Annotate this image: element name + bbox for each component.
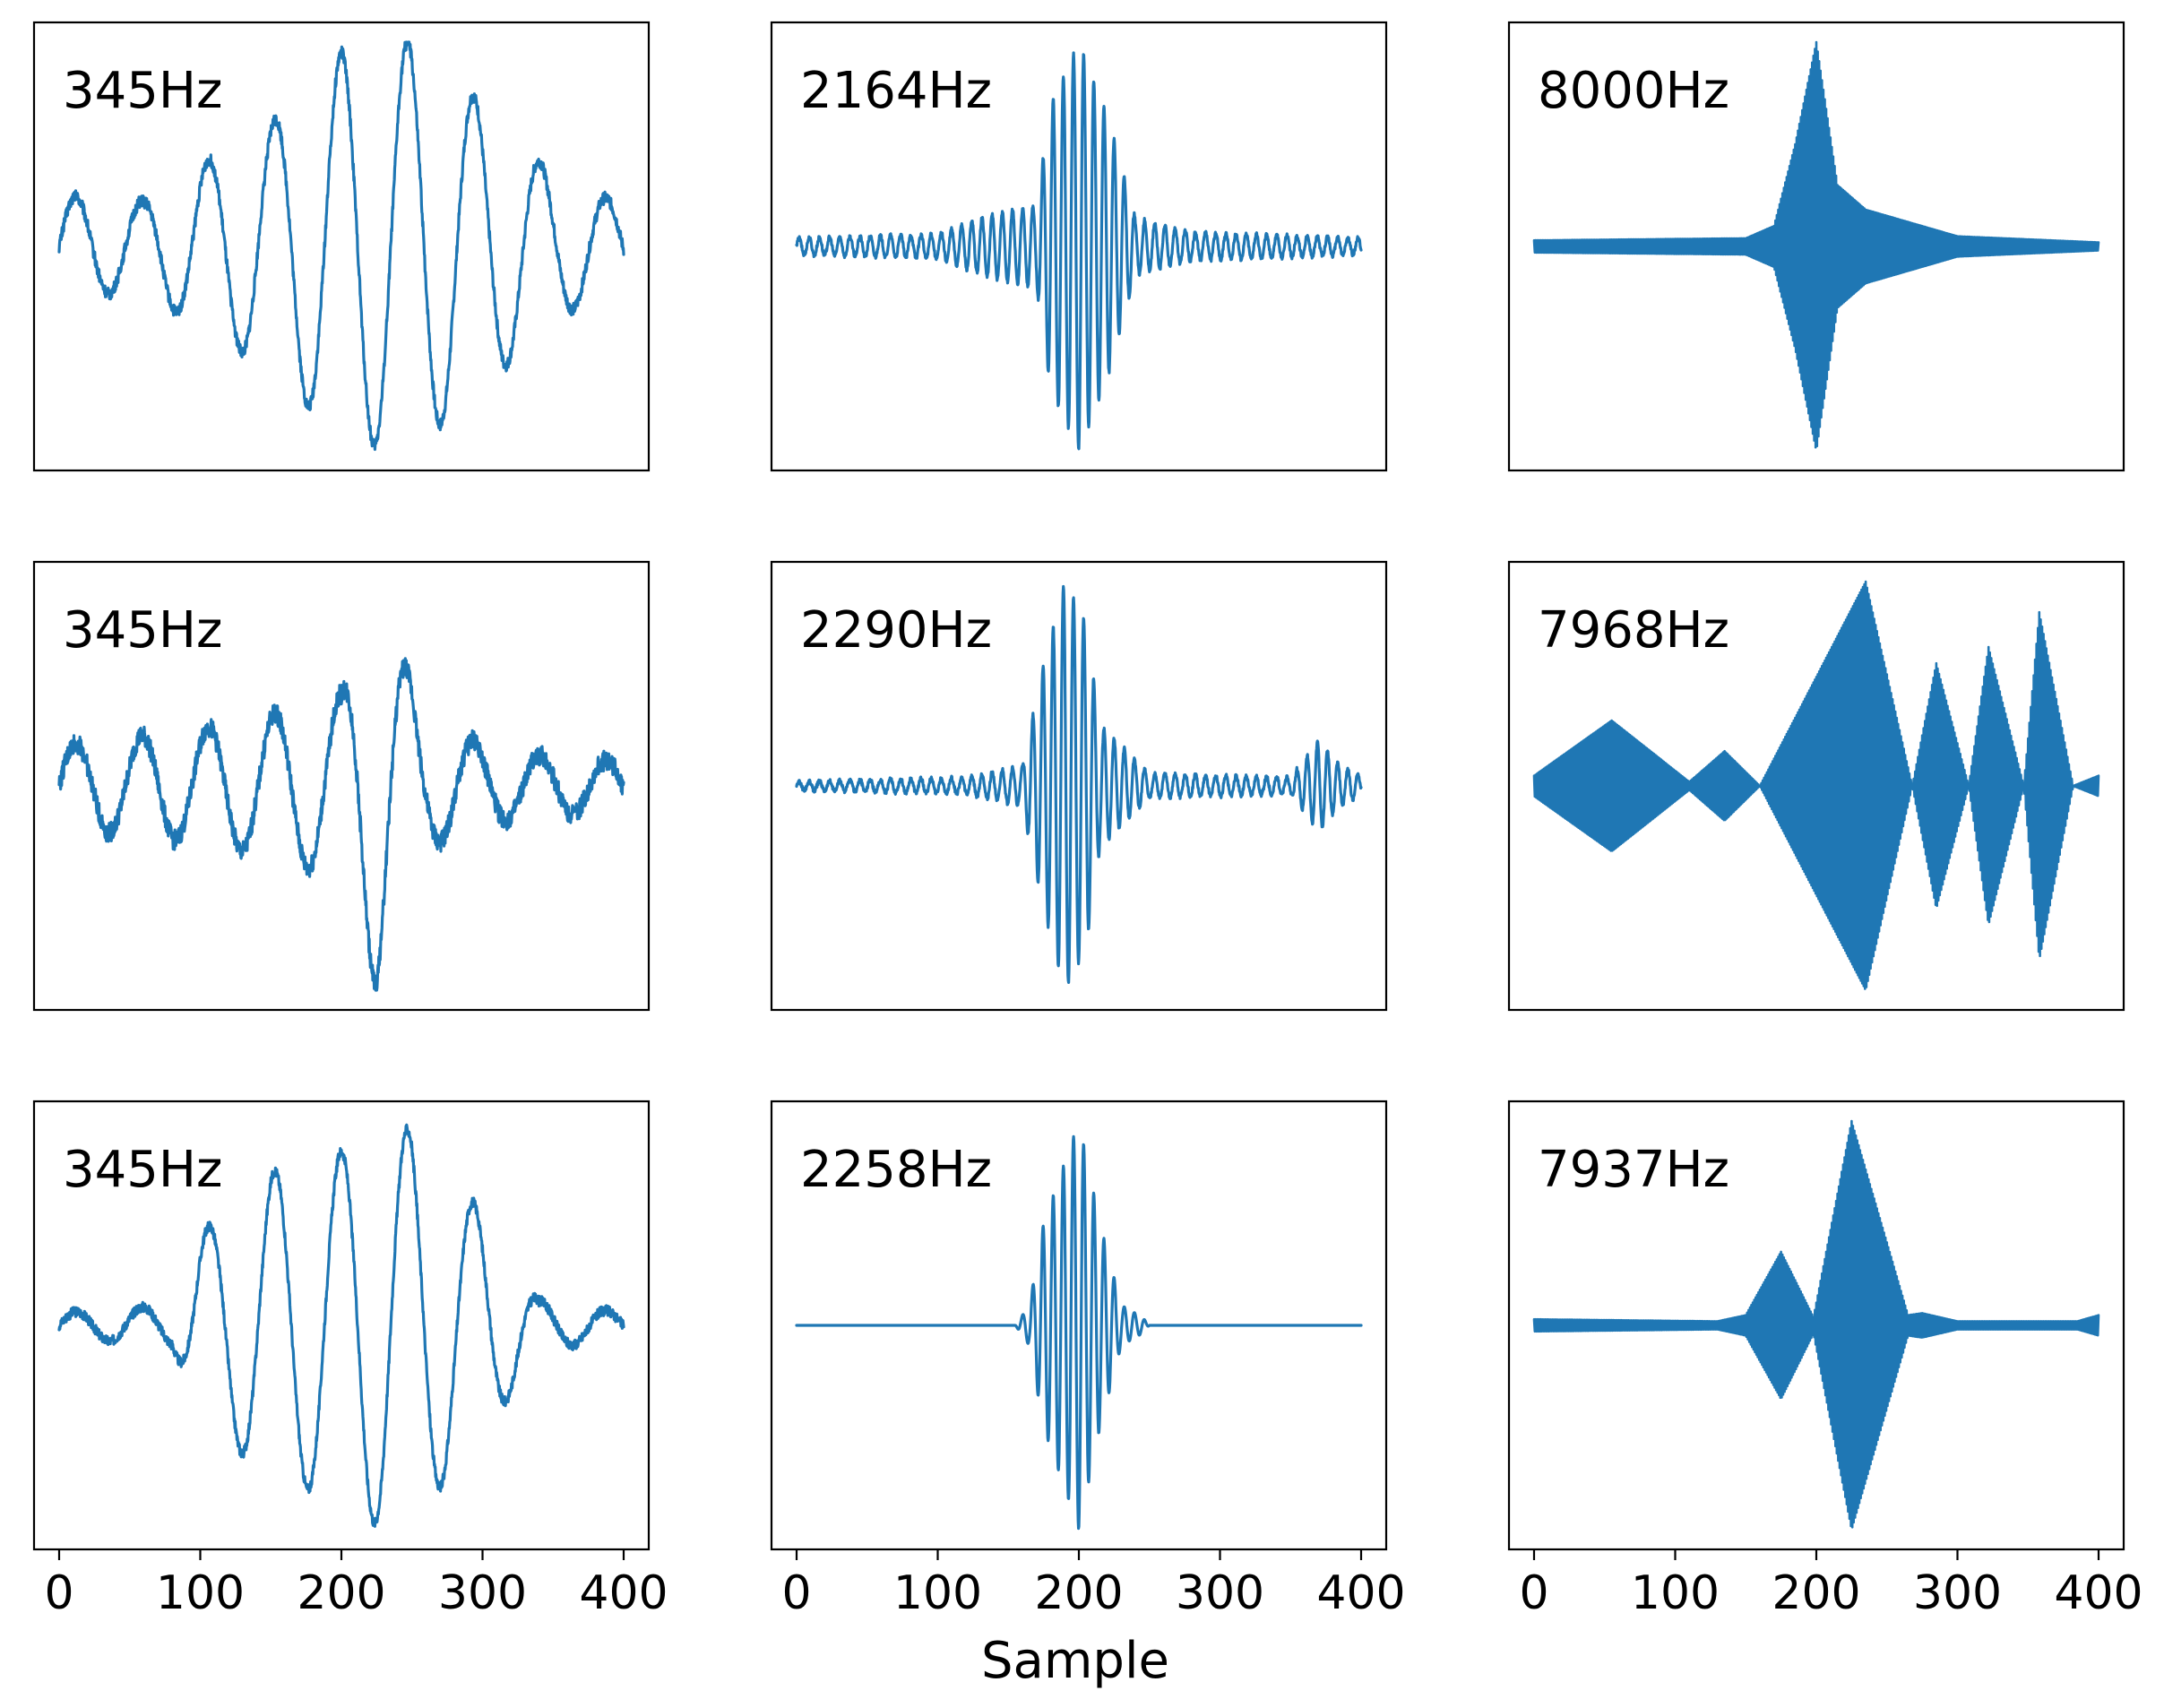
panel-label: 345Hz <box>63 1141 222 1199</box>
panel-label: 2164Hz <box>800 62 992 120</box>
panel-1: 345Hz <box>32 21 651 472</box>
panel-label: 8000Hz <box>1538 62 1729 120</box>
panel-2: 2164Hz <box>770 21 1388 472</box>
panel-frame <box>32 21 651 472</box>
x-tick-label: 300 <box>1913 1566 2002 1620</box>
x-tick-label: 400 <box>2054 1566 2142 1620</box>
panel-frame <box>32 560 651 1012</box>
x-tick-label: 200 <box>297 1566 385 1620</box>
x-tick-label: 300 <box>438 1566 527 1620</box>
x-tick-label: 0 <box>781 1566 811 1620</box>
waveform-line <box>57 1123 625 1528</box>
panel-4: 345Hz <box>32 560 651 1012</box>
x-tick-label: 100 <box>1631 1566 1720 1620</box>
panel-7: 345Hz 0 100 200 300 400 <box>32 1100 668 1620</box>
x-axis-label: Sample <box>981 1632 1169 1690</box>
x-tick-label: 100 <box>156 1566 245 1620</box>
panel-frame <box>770 21 1388 472</box>
panel-3: 8000Hz <box>1507 21 2125 472</box>
panel-frame <box>770 560 1388 1012</box>
panel-label: 2290Hz <box>800 601 992 660</box>
panel-frame <box>1507 21 2125 472</box>
x-tick-label: 0 <box>44 1566 73 1620</box>
x-tick-label: 200 <box>1772 1566 1860 1620</box>
waveform-line <box>1532 580 2100 990</box>
panel-label: 2258Hz <box>800 1141 992 1199</box>
x-tick-label: 200 <box>1034 1566 1123 1620</box>
x-tick-label: 300 <box>1176 1566 1264 1620</box>
panel-frame <box>1507 560 2125 1012</box>
waveform-line <box>57 40 625 452</box>
panel-label: 7937Hz <box>1538 1141 1729 1199</box>
panel-label: 7968Hz <box>1538 601 1729 660</box>
panel-label: 345Hz <box>63 62 222 120</box>
waveform-line <box>1532 1119 2100 1529</box>
panel-8: 2258Hz 0 100 200 300 400 <box>770 1100 1406 1620</box>
x-tick-label: 100 <box>893 1566 982 1620</box>
waveform-line <box>795 1134 1363 1531</box>
x-tick-label: 0 <box>1519 1566 1548 1620</box>
panel-9: 7937Hz 0 100 200 300 400 <box>1507 1100 2143 1620</box>
x-tick-label: 400 <box>1316 1566 1405 1620</box>
x-tick-label: 400 <box>579 1566 668 1620</box>
panel-5: 2290Hz <box>770 560 1388 1012</box>
panel-grid: 345Hz 2164Hz 8000Hz 345Hz 2290Hz 7968Hz 345Hz 0… <box>32 21 2143 1620</box>
waveform-line <box>1532 40 2100 449</box>
panel-6: 7968Hz <box>1507 560 2125 1012</box>
waveform-line <box>57 657 625 992</box>
panel-label: 345Hz <box>63 601 222 660</box>
waveform-line <box>795 51 1363 451</box>
waveform-line <box>795 584 1363 984</box>
